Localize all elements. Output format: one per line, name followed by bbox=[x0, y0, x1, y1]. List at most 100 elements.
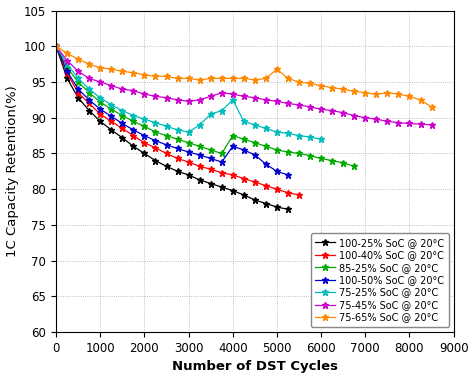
100-25% SoC @ 20°C bbox=[109, 128, 114, 132]
75-25% SoC @ 20°C bbox=[307, 135, 313, 139]
75-65% SoC @ 20°C bbox=[407, 94, 412, 99]
100-40% SoC @ 20°C bbox=[153, 146, 158, 150]
75-65% SoC @ 20°C bbox=[130, 70, 136, 75]
85-25% SoC @ 20°C bbox=[142, 124, 147, 128]
100-50% SoC @ 20°C bbox=[252, 153, 258, 157]
100-25% SoC @ 20°C bbox=[175, 169, 181, 174]
100-40% SoC @ 20°C bbox=[119, 126, 125, 131]
85-25% SoC @ 20°C bbox=[351, 164, 357, 169]
85-25% SoC @ 20°C bbox=[329, 158, 335, 163]
100-25% SoC @ 20°C bbox=[130, 144, 136, 149]
100-40% SoC @ 20°C bbox=[175, 156, 181, 161]
100-50% SoC @ 20°C bbox=[241, 148, 246, 152]
100-50% SoC @ 20°C bbox=[98, 107, 103, 111]
85-25% SoC @ 20°C bbox=[340, 161, 346, 165]
100-50% SoC @ 20°C bbox=[274, 169, 280, 174]
100-50% SoC @ 20°C bbox=[230, 144, 236, 149]
Line: 100-50% SoC @ 20°C: 100-50% SoC @ 20°C bbox=[53, 43, 291, 178]
X-axis label: Number of DST Cycles: Number of DST Cycles bbox=[172, 360, 338, 373]
85-25% SoC @ 20°C bbox=[208, 148, 213, 152]
75-25% SoC @ 20°C bbox=[98, 96, 103, 100]
75-25% SoC @ 20°C bbox=[230, 98, 236, 102]
75-45% SoC @ 20°C bbox=[428, 123, 434, 127]
75-25% SoC @ 20°C bbox=[86, 87, 92, 91]
Line: 75-45% SoC @ 20°C: 75-45% SoC @ 20°C bbox=[53, 43, 435, 128]
75-45% SoC @ 20°C bbox=[285, 101, 291, 106]
75-65% SoC @ 20°C bbox=[208, 76, 213, 81]
75-25% SoC @ 20°C bbox=[153, 121, 158, 125]
Line: 75-65% SoC @ 20°C: 75-65% SoC @ 20°C bbox=[53, 43, 435, 110]
100-50% SoC @ 20°C bbox=[53, 44, 59, 49]
Line: 100-25% SoC @ 20°C: 100-25% SoC @ 20°C bbox=[53, 43, 291, 212]
75-45% SoC @ 20°C bbox=[53, 44, 59, 49]
75-65% SoC @ 20°C bbox=[75, 57, 81, 61]
85-25% SoC @ 20°C bbox=[285, 150, 291, 154]
100-50% SoC @ 20°C bbox=[86, 98, 92, 102]
Y-axis label: 1C Capacity Retention(%): 1C Capacity Retention(%) bbox=[6, 86, 18, 257]
100-40% SoC @ 20°C bbox=[241, 176, 246, 181]
100-25% SoC @ 20°C bbox=[164, 164, 169, 169]
100-50% SoC @ 20°C bbox=[186, 150, 191, 154]
75-65% SoC @ 20°C bbox=[197, 78, 202, 82]
85-25% SoC @ 20°C bbox=[263, 144, 269, 149]
75-45% SoC @ 20°C bbox=[219, 91, 225, 95]
100-25% SoC @ 20°C bbox=[219, 185, 225, 190]
75-25% SoC @ 20°C bbox=[296, 133, 302, 138]
75-25% SoC @ 20°C bbox=[197, 123, 202, 127]
85-25% SoC @ 20°C bbox=[98, 100, 103, 104]
Line: 75-25% SoC @ 20°C: 75-25% SoC @ 20°C bbox=[53, 43, 324, 143]
100-25% SoC @ 20°C bbox=[86, 108, 92, 113]
100-40% SoC @ 20°C bbox=[219, 171, 225, 175]
75-45% SoC @ 20°C bbox=[318, 107, 324, 111]
75-45% SoC @ 20°C bbox=[418, 122, 423, 127]
75-65% SoC @ 20°C bbox=[119, 69, 125, 74]
100-25% SoC @ 20°C bbox=[197, 178, 202, 182]
85-25% SoC @ 20°C bbox=[86, 91, 92, 95]
100-25% SoC @ 20°C bbox=[64, 76, 70, 81]
100-50% SoC @ 20°C bbox=[219, 160, 225, 164]
100-25% SoC @ 20°C bbox=[142, 151, 147, 156]
100-50% SoC @ 20°C bbox=[285, 173, 291, 177]
75-25% SoC @ 20°C bbox=[75, 76, 81, 81]
100-25% SoC @ 20°C bbox=[274, 205, 280, 209]
75-65% SoC @ 20°C bbox=[363, 91, 368, 95]
100-50% SoC @ 20°C bbox=[119, 121, 125, 126]
100-40% SoC @ 20°C bbox=[263, 183, 269, 188]
75-45% SoC @ 20°C bbox=[263, 98, 269, 102]
85-25% SoC @ 20°C bbox=[219, 151, 225, 156]
75-45% SoC @ 20°C bbox=[351, 113, 357, 118]
100-40% SoC @ 20°C bbox=[285, 191, 291, 195]
100-50% SoC @ 20°C bbox=[263, 162, 269, 166]
75-25% SoC @ 20°C bbox=[274, 130, 280, 134]
85-25% SoC @ 20°C bbox=[307, 153, 313, 158]
75-45% SoC @ 20°C bbox=[340, 111, 346, 115]
75-65% SoC @ 20°C bbox=[285, 76, 291, 81]
75-45% SoC @ 20°C bbox=[142, 92, 147, 96]
75-65% SoC @ 20°C bbox=[396, 92, 401, 96]
85-25% SoC @ 20°C bbox=[64, 66, 70, 70]
75-25% SoC @ 20°C bbox=[208, 112, 213, 116]
75-25% SoC @ 20°C bbox=[263, 126, 269, 131]
100-40% SoC @ 20°C bbox=[230, 173, 236, 177]
75-45% SoC @ 20°C bbox=[130, 88, 136, 93]
100-50% SoC @ 20°C bbox=[142, 133, 147, 138]
75-25% SoC @ 20°C bbox=[318, 137, 324, 141]
100-40% SoC @ 20°C bbox=[252, 180, 258, 184]
75-45% SoC @ 20°C bbox=[86, 76, 92, 81]
85-25% SoC @ 20°C bbox=[230, 133, 236, 138]
100-25% SoC @ 20°C bbox=[252, 198, 258, 202]
75-25% SoC @ 20°C bbox=[64, 62, 70, 66]
75-65% SoC @ 20°C bbox=[428, 105, 434, 109]
85-25% SoC @ 20°C bbox=[53, 44, 59, 49]
85-25% SoC @ 20°C bbox=[197, 144, 202, 149]
100-40% SoC @ 20°C bbox=[296, 193, 302, 197]
75-65% SoC @ 20°C bbox=[307, 81, 313, 86]
75-25% SoC @ 20°C bbox=[164, 124, 169, 128]
100-25% SoC @ 20°C bbox=[119, 136, 125, 140]
75-65% SoC @ 20°C bbox=[164, 74, 169, 78]
85-25% SoC @ 20°C bbox=[130, 119, 136, 124]
75-65% SoC @ 20°C bbox=[418, 98, 423, 102]
75-45% SoC @ 20°C bbox=[329, 108, 335, 113]
75-65% SoC @ 20°C bbox=[329, 86, 335, 90]
100-50% SoC @ 20°C bbox=[197, 153, 202, 157]
